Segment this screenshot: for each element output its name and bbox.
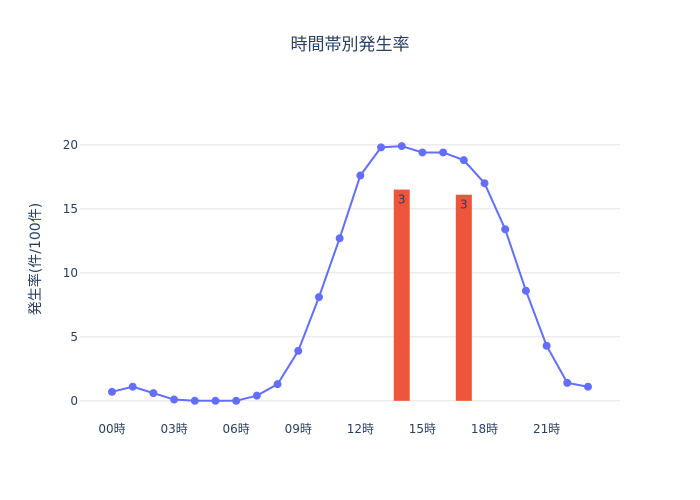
y-tick-label-20: 20 bbox=[63, 138, 78, 152]
x-tick-label-0: 00時 bbox=[98, 422, 125, 436]
data-point-0 bbox=[108, 387, 116, 396]
data-point-15 bbox=[418, 148, 427, 157]
tick-layer: 0 5 10 15 20 00時 03時 06時 09時 12時 15時 18時 21時 bbox=[63, 138, 561, 436]
data-point-13 bbox=[377, 143, 386, 152]
data-point-17 bbox=[459, 156, 468, 165]
x-tick-label-21: 21時 bbox=[533, 422, 560, 436]
data-point-19 bbox=[501, 225, 510, 234]
bar-label-14: 3 bbox=[398, 193, 406, 207]
x-tick-label-15: 15時 bbox=[409, 422, 436, 436]
y-tick-label-5: 5 bbox=[70, 330, 78, 344]
x-tick-label-12: 12時 bbox=[347, 422, 374, 436]
series-line bbox=[111, 145, 589, 402]
data-point-9 bbox=[294, 346, 303, 355]
data-point-4 bbox=[190, 396, 199, 405]
data-point-23 bbox=[584, 382, 592, 391]
x-tick-label-3: 03時 bbox=[160, 422, 187, 436]
chart-title: 時間帯別発生率 bbox=[291, 35, 410, 55]
data-point-18 bbox=[480, 179, 489, 188]
data-point-22 bbox=[563, 378, 572, 387]
data-point-20 bbox=[521, 286, 530, 295]
x-tick-label-6: 06時 bbox=[223, 422, 250, 436]
data-point-21 bbox=[542, 341, 551, 350]
y-tick-label-0: 0 bbox=[70, 394, 78, 408]
y-axis-label: 発生率(件/100件) bbox=[27, 203, 44, 315]
data-point-10 bbox=[314, 293, 323, 302]
y-tick-label-15: 15 bbox=[63, 202, 78, 216]
bar-label-17: 3 bbox=[460, 198, 468, 212]
x-tick-label-9: 09時 bbox=[285, 422, 312, 436]
grid-layer bbox=[80, 144, 620, 402]
data-point-11 bbox=[335, 234, 344, 243]
x-tick-label-18: 18時 bbox=[471, 422, 498, 436]
data-point-6 bbox=[232, 396, 241, 405]
data-point-14 bbox=[397, 142, 406, 151]
bar-17 bbox=[455, 194, 472, 401]
data-point-7 bbox=[252, 391, 261, 400]
data-point-12 bbox=[356, 171, 365, 180]
data-point-2 bbox=[149, 389, 158, 398]
data-point-1 bbox=[128, 382, 137, 391]
data-point-16 bbox=[439, 148, 448, 157]
line-layer bbox=[108, 142, 592, 405]
data-point-3 bbox=[170, 395, 179, 404]
bar-14 bbox=[393, 189, 410, 401]
data-point-5 bbox=[211, 396, 220, 405]
data-point-8 bbox=[273, 380, 282, 389]
y-tick-label-10: 10 bbox=[63, 266, 78, 280]
